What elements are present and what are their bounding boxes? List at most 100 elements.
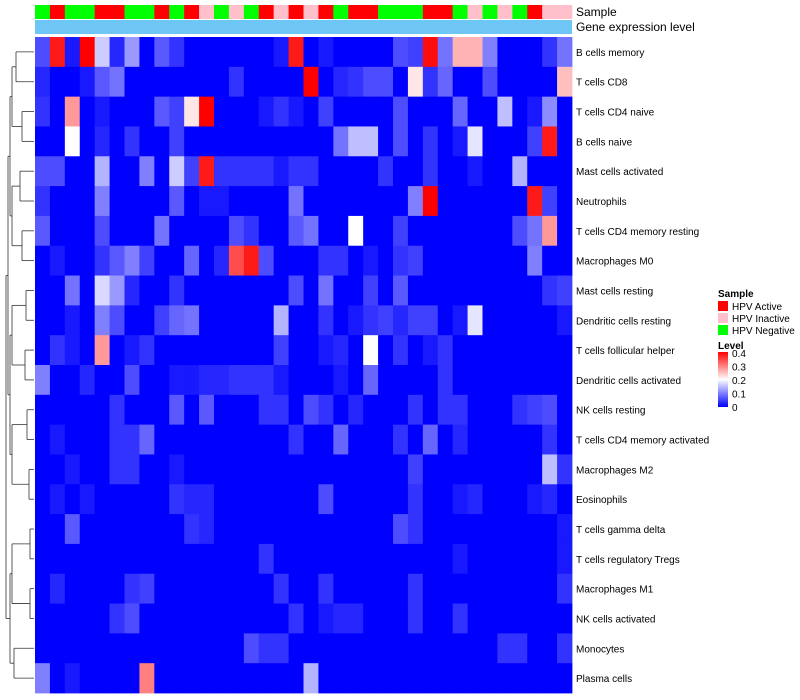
heatmap-cell <box>378 186 394 217</box>
heatmap-cell <box>169 603 185 634</box>
heatmap-cell <box>79 245 96 276</box>
heatmap-cell <box>109 663 125 694</box>
sample-legend-label: HPV Negative <box>732 326 795 337</box>
heatmap-cell <box>139 543 155 575</box>
heatmap-cell <box>557 96 573 127</box>
heatmap-cell <box>35 37 51 68</box>
heatmap-cell <box>348 424 364 455</box>
heatmap-cell <box>184 275 200 306</box>
heatmap-cell <box>393 365 409 396</box>
sample-annotation-cell <box>482 5 498 19</box>
heatmap-cell <box>64 305 81 336</box>
heatmap-cell <box>378 543 394 575</box>
heatmap-cell <box>228 275 245 306</box>
heatmap-cell <box>228 365 245 396</box>
heatmap-cells <box>35 37 573 694</box>
sample-annotation-cell <box>512 5 528 19</box>
heatmap-cell <box>363 335 379 366</box>
sample-annotation-cell <box>422 5 439 19</box>
heatmap-cell <box>467 424 483 455</box>
heatmap-cell <box>258 365 275 396</box>
heatmap-cell <box>363 394 379 426</box>
heatmap-cell <box>482 186 498 217</box>
heatmap-cell <box>303 663 319 694</box>
heatmap-cell <box>303 156 319 187</box>
heatmap-cell <box>124 275 140 306</box>
heatmap-cell <box>243 424 260 455</box>
heatmap-cell <box>214 275 230 306</box>
heatmap-cell <box>154 37 170 68</box>
sample-legend-swatch <box>718 313 728 323</box>
heatmap-cell <box>422 66 439 98</box>
heatmap-cell <box>49 126 66 157</box>
heatmap-cell <box>348 186 364 217</box>
heatmap-cell <box>228 215 245 247</box>
heatmap-cell <box>363 514 379 545</box>
heatmap-cell <box>318 96 334 127</box>
heatmap-cell <box>348 603 364 634</box>
heatmap-cell <box>482 96 498 127</box>
heatmap-cell <box>64 156 81 187</box>
heatmap-cell <box>527 66 543 98</box>
heatmap-cell <box>422 126 439 157</box>
heatmap-cell <box>348 365 364 396</box>
heatmap-cell <box>542 275 558 306</box>
heatmap-cell <box>393 484 409 515</box>
heatmap-cell <box>407 394 424 426</box>
sample-annotation-cell <box>154 5 170 19</box>
heatmap-cell <box>497 365 513 396</box>
heatmap-cell <box>467 514 483 545</box>
heatmap-cell <box>35 394 51 426</box>
heatmap-cell <box>557 126 573 157</box>
heatmap-cell <box>557 156 573 187</box>
heatmap-cell <box>363 96 379 127</box>
heatmap-cell <box>527 394 543 426</box>
heatmap-cell <box>79 484 96 515</box>
heatmap-cell <box>273 633 289 664</box>
heatmap-cell <box>49 275 66 306</box>
heatmap-cell <box>214 603 230 634</box>
heatmap-cell <box>452 573 468 604</box>
heatmap-cell <box>497 454 513 485</box>
sample-legend-swatch <box>718 301 728 311</box>
heatmap-cell <box>482 335 498 366</box>
heatmap-cell <box>467 305 483 336</box>
heatmap-cell <box>184 365 200 396</box>
heatmap-cell <box>363 543 379 575</box>
heatmap-cell <box>49 543 66 575</box>
heatmap-cell <box>258 305 275 336</box>
heatmap-cell <box>333 335 349 366</box>
heatmap-cell <box>497 633 513 664</box>
heatmap-cell <box>79 424 96 455</box>
heatmap-cell <box>512 275 528 306</box>
heatmap-cell <box>303 633 319 664</box>
heatmap-cell <box>333 275 349 306</box>
heatmap-cell <box>422 394 439 426</box>
heatmap-cell <box>378 156 394 187</box>
heatmap-cell <box>303 66 319 98</box>
heatmap-cell <box>199 126 215 157</box>
heatmap-cell <box>527 663 543 694</box>
heatmap-cell <box>527 186 543 217</box>
heatmap-cell <box>527 275 543 306</box>
heatmap-cell <box>35 215 51 247</box>
heatmap-cell <box>497 394 513 426</box>
heatmap-cell <box>542 96 558 127</box>
heatmap-cell <box>527 514 543 545</box>
sample-annotation-cell <box>333 5 349 19</box>
heatmap-cell <box>378 663 394 694</box>
heatmap-cell <box>512 633 528 664</box>
heatmap-cell <box>303 424 319 455</box>
heatmap-cell <box>184 424 200 455</box>
heatmap-cell <box>512 484 528 515</box>
heatmap-cell <box>557 37 573 68</box>
heatmap-cell <box>124 186 140 217</box>
row-label: Dendritic cells resting <box>576 316 671 327</box>
heatmap-cell <box>154 126 170 157</box>
heatmap-cell <box>49 186 66 217</box>
heatmap-cell <box>482 514 498 545</box>
heatmap-cell <box>348 305 364 336</box>
heatmap-cell <box>378 37 394 68</box>
heatmap-cell <box>333 663 349 694</box>
heatmap-cell <box>79 215 96 247</box>
